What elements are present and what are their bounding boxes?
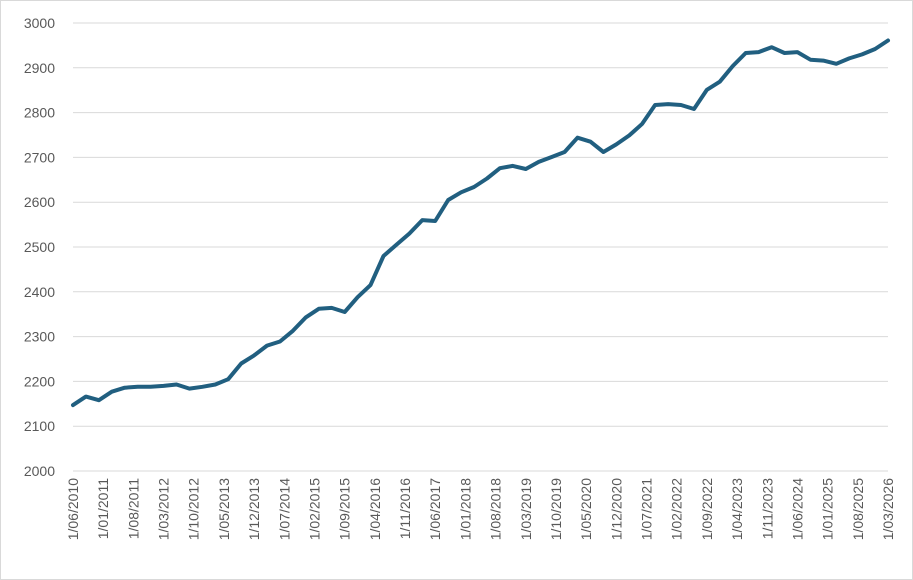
x-tick-label: 1/01/2025	[820, 478, 836, 540]
y-tick-label: 3000	[24, 15, 55, 31]
x-tick-label: 1/06/2024	[789, 478, 805, 540]
x-tick-label: 1/11/2023	[759, 478, 775, 539]
x-tick-label: 1/07/2021	[639, 478, 655, 540]
x-tick-label: 1/09/2015	[337, 478, 353, 540]
y-tick-label: 2800	[24, 105, 55, 121]
x-tick-label: 1/06/2017	[427, 478, 443, 540]
x-tick-label: 1/12/2013	[246, 478, 262, 540]
y-tick-label: 2700	[24, 149, 55, 165]
y-tick-label: 2900	[24, 60, 55, 76]
y-tick-label: 2500	[24, 239, 55, 255]
data-line	[71, 38, 890, 408]
x-tick-label: 1/04/2016	[367, 478, 383, 540]
x-tick-label: 1/04/2023	[729, 478, 745, 540]
x-tick-label: 1/09/2022	[699, 478, 715, 540]
x-tick-label: 1/02/2015	[306, 478, 322, 540]
x-tick-label: 1/11/2016	[397, 478, 413, 539]
x-tick-label: 1/01/2018	[457, 478, 473, 540]
x-tick-label: 1/08/2018	[488, 478, 504, 540]
y-tick-label: 2000	[24, 463, 55, 479]
x-tick-label: 1/03/2019	[518, 478, 534, 540]
x-tick-label: 1/03/2012	[156, 478, 172, 540]
x-tick-label: 1/12/2020	[608, 478, 624, 540]
x-tick-label: 1/07/2014	[276, 478, 292, 540]
y-tick-label: 2200	[24, 373, 55, 389]
x-tick-label: 1/02/2022	[669, 478, 685, 540]
x-tick-label: 1/06/2010	[65, 478, 81, 540]
x-tick-label: 1/03/2026	[880, 478, 896, 540]
x-tick-label: 1/08/2011	[125, 478, 141, 539]
y-tick-label: 2100	[24, 418, 55, 434]
y-tick-label: 2300	[24, 329, 55, 345]
y-tick-label: 2400	[24, 284, 55, 300]
x-tick-label: 1/10/2012	[186, 478, 202, 540]
x-tick-label: 1/01/2011	[95, 478, 111, 539]
x-tick-label: 1/05/2020	[578, 478, 594, 540]
x-tick-label: 1/05/2013	[216, 478, 232, 540]
x-tick-label: 1/10/2019	[548, 478, 564, 540]
x-tick-label: 1/08/2025	[850, 478, 866, 540]
y-tick-label: 2600	[24, 194, 55, 210]
